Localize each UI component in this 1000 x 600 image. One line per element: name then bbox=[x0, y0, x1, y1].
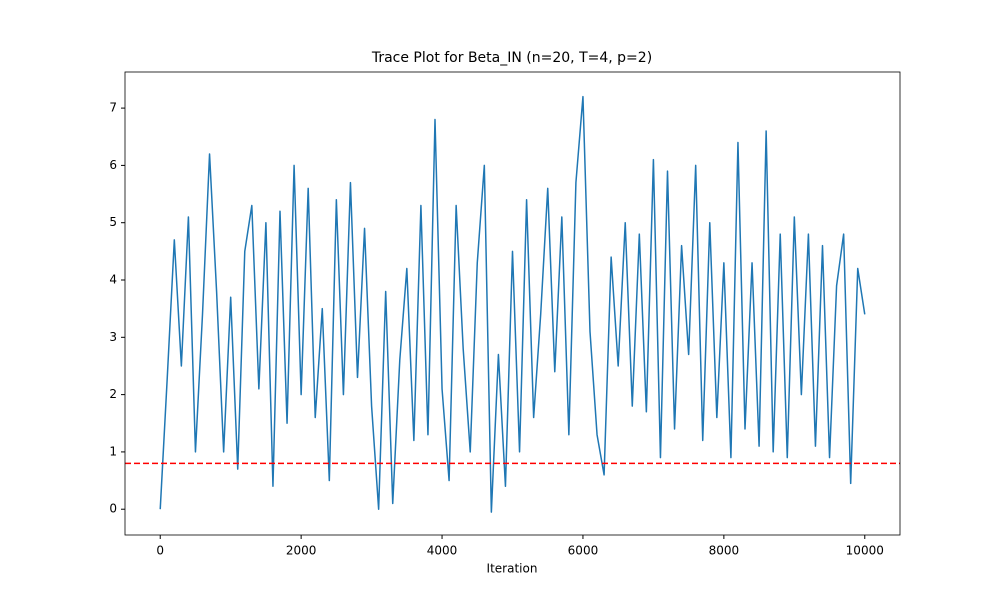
y-tick-label: 7 bbox=[109, 101, 117, 115]
chart-title: Trace Plot for Beta_IN (n=20, T=4, p=2) bbox=[371, 50, 652, 66]
x-tick-label: 0 bbox=[156, 544, 164, 558]
x-tick-label: 6000 bbox=[568, 544, 599, 558]
y-tick-label: 1 bbox=[109, 444, 117, 458]
y-tick-label: 0 bbox=[109, 502, 117, 516]
y-tick-label: 4 bbox=[109, 273, 117, 287]
x-axis-label: Iteration bbox=[487, 562, 538, 576]
y-tick-label: 5 bbox=[109, 215, 117, 229]
trace-line bbox=[159, 95, 866, 513]
x-tick-label: 10000 bbox=[846, 544, 884, 558]
y-tick-label: 2 bbox=[109, 387, 117, 401]
y-tick-label: 6 bbox=[109, 158, 117, 172]
x-tick-label: 2000 bbox=[286, 544, 317, 558]
y-tick-label: 3 bbox=[109, 330, 117, 344]
plot-frame bbox=[124, 71, 901, 536]
x-tick-label: 4000 bbox=[427, 544, 458, 558]
x-tick-label: 8000 bbox=[709, 544, 740, 558]
